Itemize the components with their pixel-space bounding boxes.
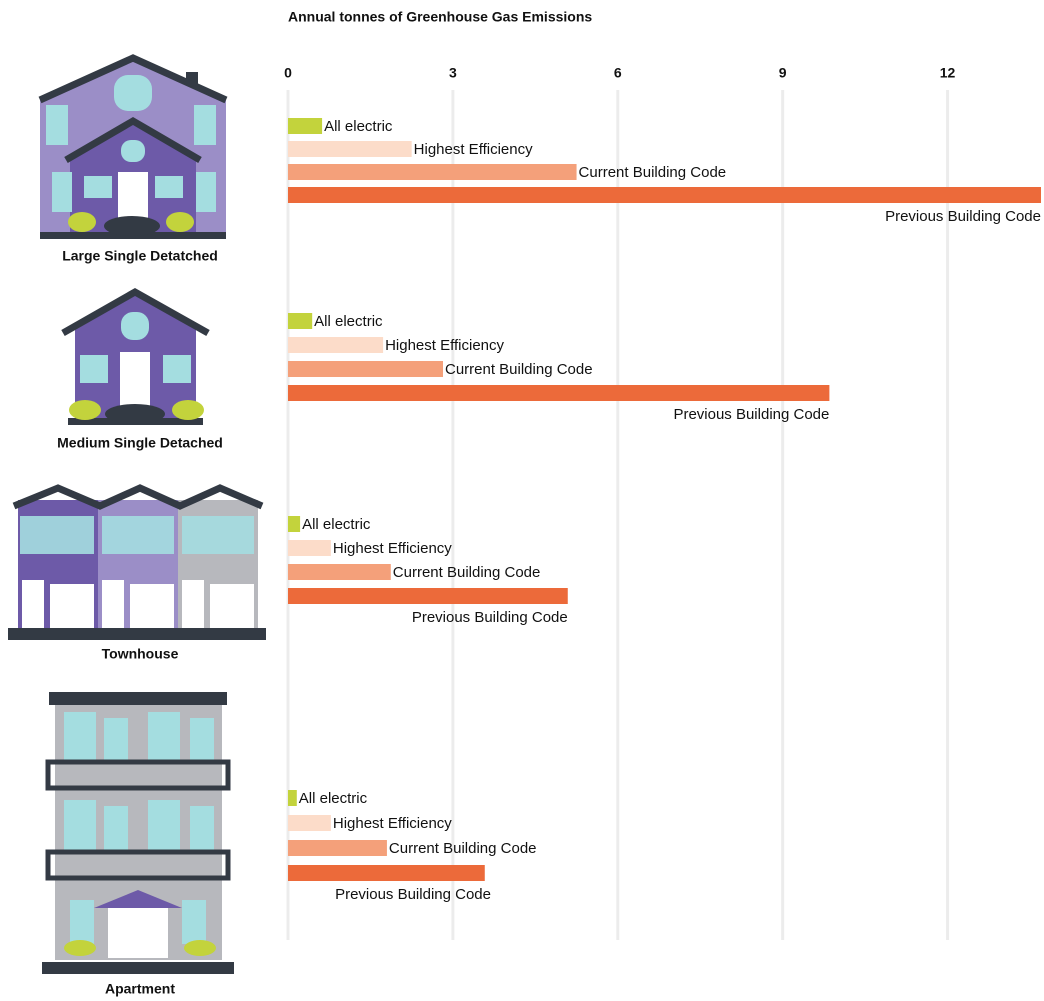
- x-tick-label: 9: [779, 65, 787, 81]
- bar-label: Previous Building Code: [885, 208, 1041, 225]
- bar-label: Current Building Code: [389, 840, 537, 857]
- bar-label: Current Building Code: [579, 164, 727, 181]
- x-tick-label: 0: [284, 65, 292, 81]
- category-label: Apartment: [105, 981, 175, 997]
- bar-label: All electric: [324, 118, 393, 135]
- large-house-icon: [38, 54, 228, 239]
- bar: [288, 588, 568, 604]
- bar-label: All electric: [299, 790, 368, 807]
- bar: [288, 337, 384, 353]
- bar: [288, 118, 323, 134]
- chart-title: Annual tonnes of Greenhouse Gas Emission…: [288, 9, 592, 25]
- bar: [288, 815, 331, 831]
- medium-house-icon: [61, 287, 210, 425]
- bar-label: Previous Building Code: [412, 609, 568, 626]
- bar: [288, 164, 577, 180]
- bar: [288, 141, 412, 157]
- bar: [288, 361, 443, 377]
- bar-label: Previous Building Code: [673, 406, 829, 423]
- bar: [288, 187, 1041, 203]
- bar-label: Previous Building Code: [335, 886, 491, 903]
- bar: [288, 840, 387, 856]
- bar: [288, 385, 830, 401]
- bar-label: Highest Efficiency: [414, 141, 533, 158]
- townhouse-icon: [8, 484, 266, 640]
- bar-label: Current Building Code: [393, 564, 541, 581]
- bar: [288, 564, 391, 580]
- bar-label: Highest Efficiency: [333, 815, 452, 832]
- category-label: Large Single Detatched: [62, 248, 218, 264]
- bar-label: Highest Efficiency: [385, 337, 504, 354]
- bar: [288, 865, 485, 881]
- bar: [288, 540, 331, 556]
- bar-label: All electric: [302, 516, 371, 533]
- category-label: Townhouse: [102, 646, 179, 662]
- bar: [288, 790, 297, 806]
- bar-label: Highest Efficiency: [333, 540, 452, 557]
- x-tick-label: 3: [449, 65, 457, 81]
- x-tick-label: 6: [614, 65, 622, 81]
- category-label: Medium Single Detached: [57, 435, 223, 451]
- bar-label: All electric: [314, 313, 383, 330]
- bar-label: Current Building Code: [445, 361, 593, 378]
- x-tick-label: 12: [940, 65, 956, 81]
- bar: [288, 516, 301, 532]
- apartment-icon: [42, 692, 234, 974]
- bar: [288, 313, 313, 329]
